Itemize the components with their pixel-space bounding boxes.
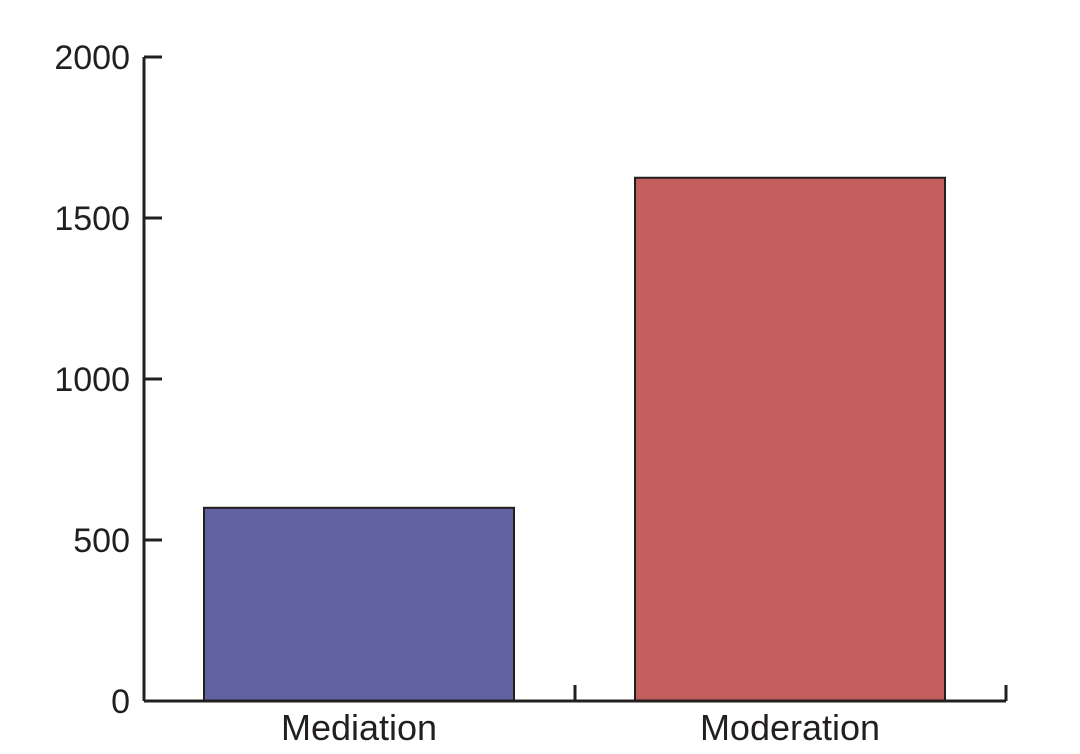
y-ticks-group: 0 500 1000 1500 2000 bbox=[54, 39, 162, 721]
y-tick-label: 500 bbox=[73, 522, 130, 560]
bar-mediation bbox=[203, 506, 515, 702]
y-tick-label: 1000 bbox=[54, 361, 130, 399]
y-tick-label: 0 bbox=[111, 683, 130, 721]
y-tick-label: 2000 bbox=[54, 39, 130, 77]
bars-group bbox=[203, 176, 946, 702]
x-ticks-group bbox=[573, 685, 1008, 701]
y-tick-label: 1500 bbox=[54, 200, 130, 238]
x-category-label-moderation: Moderation bbox=[700, 707, 880, 748]
bar-moderation bbox=[634, 176, 946, 702]
x-labels-group: Mediation Moderation bbox=[281, 707, 880, 748]
x-category-label-mediation: Mediation bbox=[281, 707, 437, 748]
